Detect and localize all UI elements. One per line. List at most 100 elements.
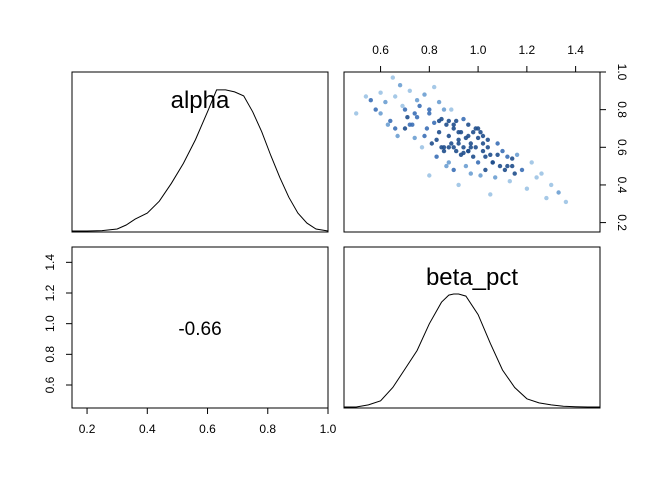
scatter-point	[432, 84, 437, 90]
scatter-point	[444, 163, 449, 169]
right-axis-tick-label: 1.0	[615, 64, 629, 81]
scatter-point	[402, 107, 408, 112]
scatter-point	[514, 152, 520, 157]
scatter-point	[473, 145, 478, 150]
scatter-point	[407, 122, 412, 127]
scatter-point	[446, 133, 451, 139]
scatter-point	[485, 145, 490, 150]
scatter-point	[429, 141, 434, 146]
scatter-point	[505, 163, 510, 169]
scatter-point	[483, 154, 488, 159]
scatter-point	[480, 133, 486, 139]
scatter-point	[405, 115, 410, 120]
scatter-point	[468, 141, 473, 146]
scatter-point	[451, 145, 456, 150]
scatter-point	[497, 163, 503, 169]
scatter-point	[427, 107, 432, 112]
scatter-point	[480, 148, 486, 154]
scatter-point	[402, 126, 408, 131]
scatter-point	[534, 175, 539, 180]
scatter-point	[478, 130, 483, 135]
scatter-point	[451, 167, 456, 173]
scatter-point	[449, 107, 454, 112]
scatter-point	[424, 126, 430, 131]
scatter-point	[456, 141, 461, 146]
scatter-point	[390, 75, 395, 80]
scatter-point	[485, 137, 490, 142]
panel-scatter	[343, 71, 601, 233]
scatter-point	[436, 118, 442, 124]
correlation-value: -0.66	[178, 319, 221, 340]
left-axis-tick-label: 0.8	[43, 346, 57, 363]
left-axis-tick-label: 1.4	[43, 254, 57, 271]
bottom-axis-tick-label: 0.8	[259, 422, 276, 436]
scatter-point	[368, 98, 373, 103]
top-axis-tick-label: 0.8	[421, 43, 438, 57]
scatter-point	[456, 130, 461, 135]
scatter-point	[466, 133, 471, 139]
scatter-point	[507, 179, 512, 184]
scatter-point	[471, 154, 476, 159]
alpha-variable-label: alpha	[171, 87, 230, 114]
scatter-point	[395, 133, 400, 139]
scatter-point	[466, 122, 471, 127]
scatter-point	[493, 175, 498, 180]
scatter-point	[441, 107, 447, 112]
scatter-point	[414, 98, 420, 103]
scatter-point	[436, 130, 442, 135]
scatter-point	[412, 111, 417, 116]
scatter-point	[434, 154, 439, 159]
bottom-axis-tick-label: 0.6	[199, 422, 216, 436]
scatter-point	[363, 94, 369, 99]
scatter-point	[383, 99, 388, 105]
scatter-point	[397, 83, 403, 88]
scatter-point	[432, 120, 437, 126]
scatter-point	[446, 145, 451, 150]
scatter-point	[488, 152, 493, 157]
scatter-point	[512, 171, 517, 176]
scatter-point	[519, 167, 525, 173]
left-axis-tick-label: 0.6	[43, 376, 57, 393]
scatter-point	[427, 173, 432, 178]
right-axis-tick-label: 0.2	[615, 214, 629, 231]
left-axis-tick-label: 1.2	[43, 284, 57, 301]
top-axis-tick-label: 0.6	[372, 43, 389, 57]
scatter-point	[463, 163, 469, 169]
left-axis-tick-label: 1.0	[43, 315, 57, 332]
scatter-point	[446, 118, 451, 124]
scatter-point	[461, 145, 466, 150]
bottom-axis-tick-label: 0.4	[139, 422, 156, 436]
scatter-point	[468, 145, 473, 150]
scatter-point	[475, 135, 481, 141]
scatter-point	[414, 115, 420, 120]
scatter-point	[419, 145, 425, 150]
top-axis-tick-label: 1.0	[470, 43, 487, 57]
scatter-point	[563, 199, 569, 205]
scatter-point	[495, 152, 500, 157]
scatter-point	[417, 103, 422, 109]
scatter-point	[422, 92, 427, 97]
scatter-point	[441, 145, 447, 150]
right-axis-tick-label: 0.8	[615, 101, 629, 118]
scatter-point	[427, 111, 432, 116]
scatter-point	[475, 160, 481, 165]
scatter-point	[451, 126, 456, 131]
scatter-point	[495, 141, 500, 146]
scatter-point	[510, 156, 515, 161]
scatter-point	[461, 116, 466, 122]
scatter-point	[475, 126, 481, 131]
scatter-point	[385, 122, 391, 127]
scatter-point	[373, 107, 378, 112]
top-axis-tick-label: 1.4	[567, 43, 584, 57]
scatter-point	[510, 163, 515, 169]
scatter-point	[488, 192, 493, 197]
scatter-point	[505, 154, 510, 159]
scatter-point	[471, 130, 476, 135]
scatter-point	[454, 118, 459, 124]
bottom-axis-tick-label: 0.2	[79, 422, 96, 436]
panel-alpha-density	[71, 71, 329, 233]
bottom-axis-tick-label: 1.0	[320, 422, 337, 436]
beta-variable-label: beta_pct	[426, 264, 518, 291]
